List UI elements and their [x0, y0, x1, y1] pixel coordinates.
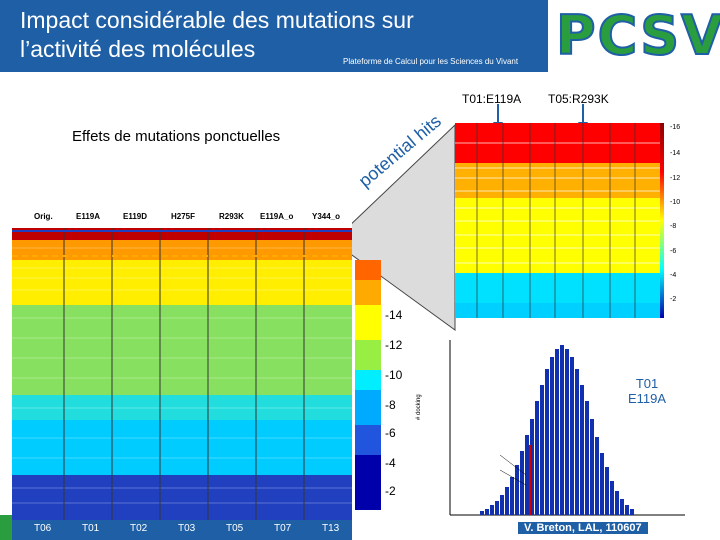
top-tick: -10 [670, 199, 681, 206]
top-tick: -12 [670, 175, 681, 182]
colorbar-tick: -10 [385, 368, 403, 382]
top-tick: -16 [670, 124, 681, 131]
t01-label: T01:E119A [462, 92, 522, 106]
header-banner: Impact considérable des mutations sur l’… [0, 0, 720, 72]
column-label: Orig. [34, 212, 53, 221]
colorbar-tick: -14 [385, 308, 403, 322]
histogram-label-line2: E119A [628, 391, 667, 406]
t05-label: T05:R293K [548, 92, 609, 106]
x-axis-label: T03 [178, 523, 196, 534]
top-tick: -8 [670, 223, 677, 230]
page-title: Impact considérable des mutations sur l’… [20, 6, 414, 64]
title-line-1: Impact considérable des mutations sur [20, 7, 414, 33]
top-tick: -6 [670, 248, 677, 255]
column-label: E119D [123, 212, 148, 221]
potential-hits-label: potential hits [350, 108, 460, 198]
x-axis-label: T13 [322, 523, 340, 534]
x-axis-label: T06 [34, 523, 52, 534]
column-label: E119A_o [260, 212, 294, 221]
effects-label: Effets de mutations ponctuelles [72, 128, 281, 145]
colorbar-tick: -6 [385, 426, 396, 440]
column-label: E119A [76, 212, 101, 221]
main-colorbar [355, 260, 381, 510]
histogram-label: T01 E119A [628, 376, 666, 406]
subtitle: Plateforme de Calcul pour les Sciences d… [343, 57, 519, 66]
colorbar-tick: -4 [385, 456, 396, 470]
potential-hits-text: potential hits [355, 111, 445, 191]
histogram-bars [480, 345, 634, 515]
x-axis-label: T02 [130, 523, 148, 534]
x-axis-labels: T06 T01 T02 T03 T05 T07 T13 [12, 520, 352, 540]
x-axis-label: T05 [226, 523, 244, 534]
title-line-2: l’activité des molécules [20, 36, 256, 62]
histogram [449, 340, 685, 516]
footer-credit: V. Breton, LAL, 110607 [518, 522, 648, 534]
column-label: H275F [171, 212, 196, 221]
top-tick: -4 [670, 272, 677, 279]
colorbar-tick: -2 [385, 484, 396, 498]
colorbar-tick: -12 [385, 338, 403, 352]
histogram-label-line1: T01 [635, 376, 659, 391]
top-colorbar [660, 123, 664, 318]
histogram-y-label: # docking [416, 394, 422, 420]
x-axis-label: T07 [274, 523, 292, 534]
top-tick: -14 [670, 150, 681, 157]
logo-text: PCSV [555, 3, 720, 68]
top-heatmap [455, 123, 660, 318]
colorbar-tick: -8 [385, 398, 396, 412]
left-accent-strip [0, 515, 12, 540]
main-heatmap: Orig. E119A E119D H275F R293K E119A_o Y3… [12, 208, 352, 520]
x-axis-label: T01 [82, 523, 100, 534]
pcsv-logo: PCSV [548, 0, 720, 72]
column-label: Y344_o [312, 212, 341, 221]
top-tick: -2 [670, 296, 677, 303]
column-label: R293K [219, 212, 244, 221]
